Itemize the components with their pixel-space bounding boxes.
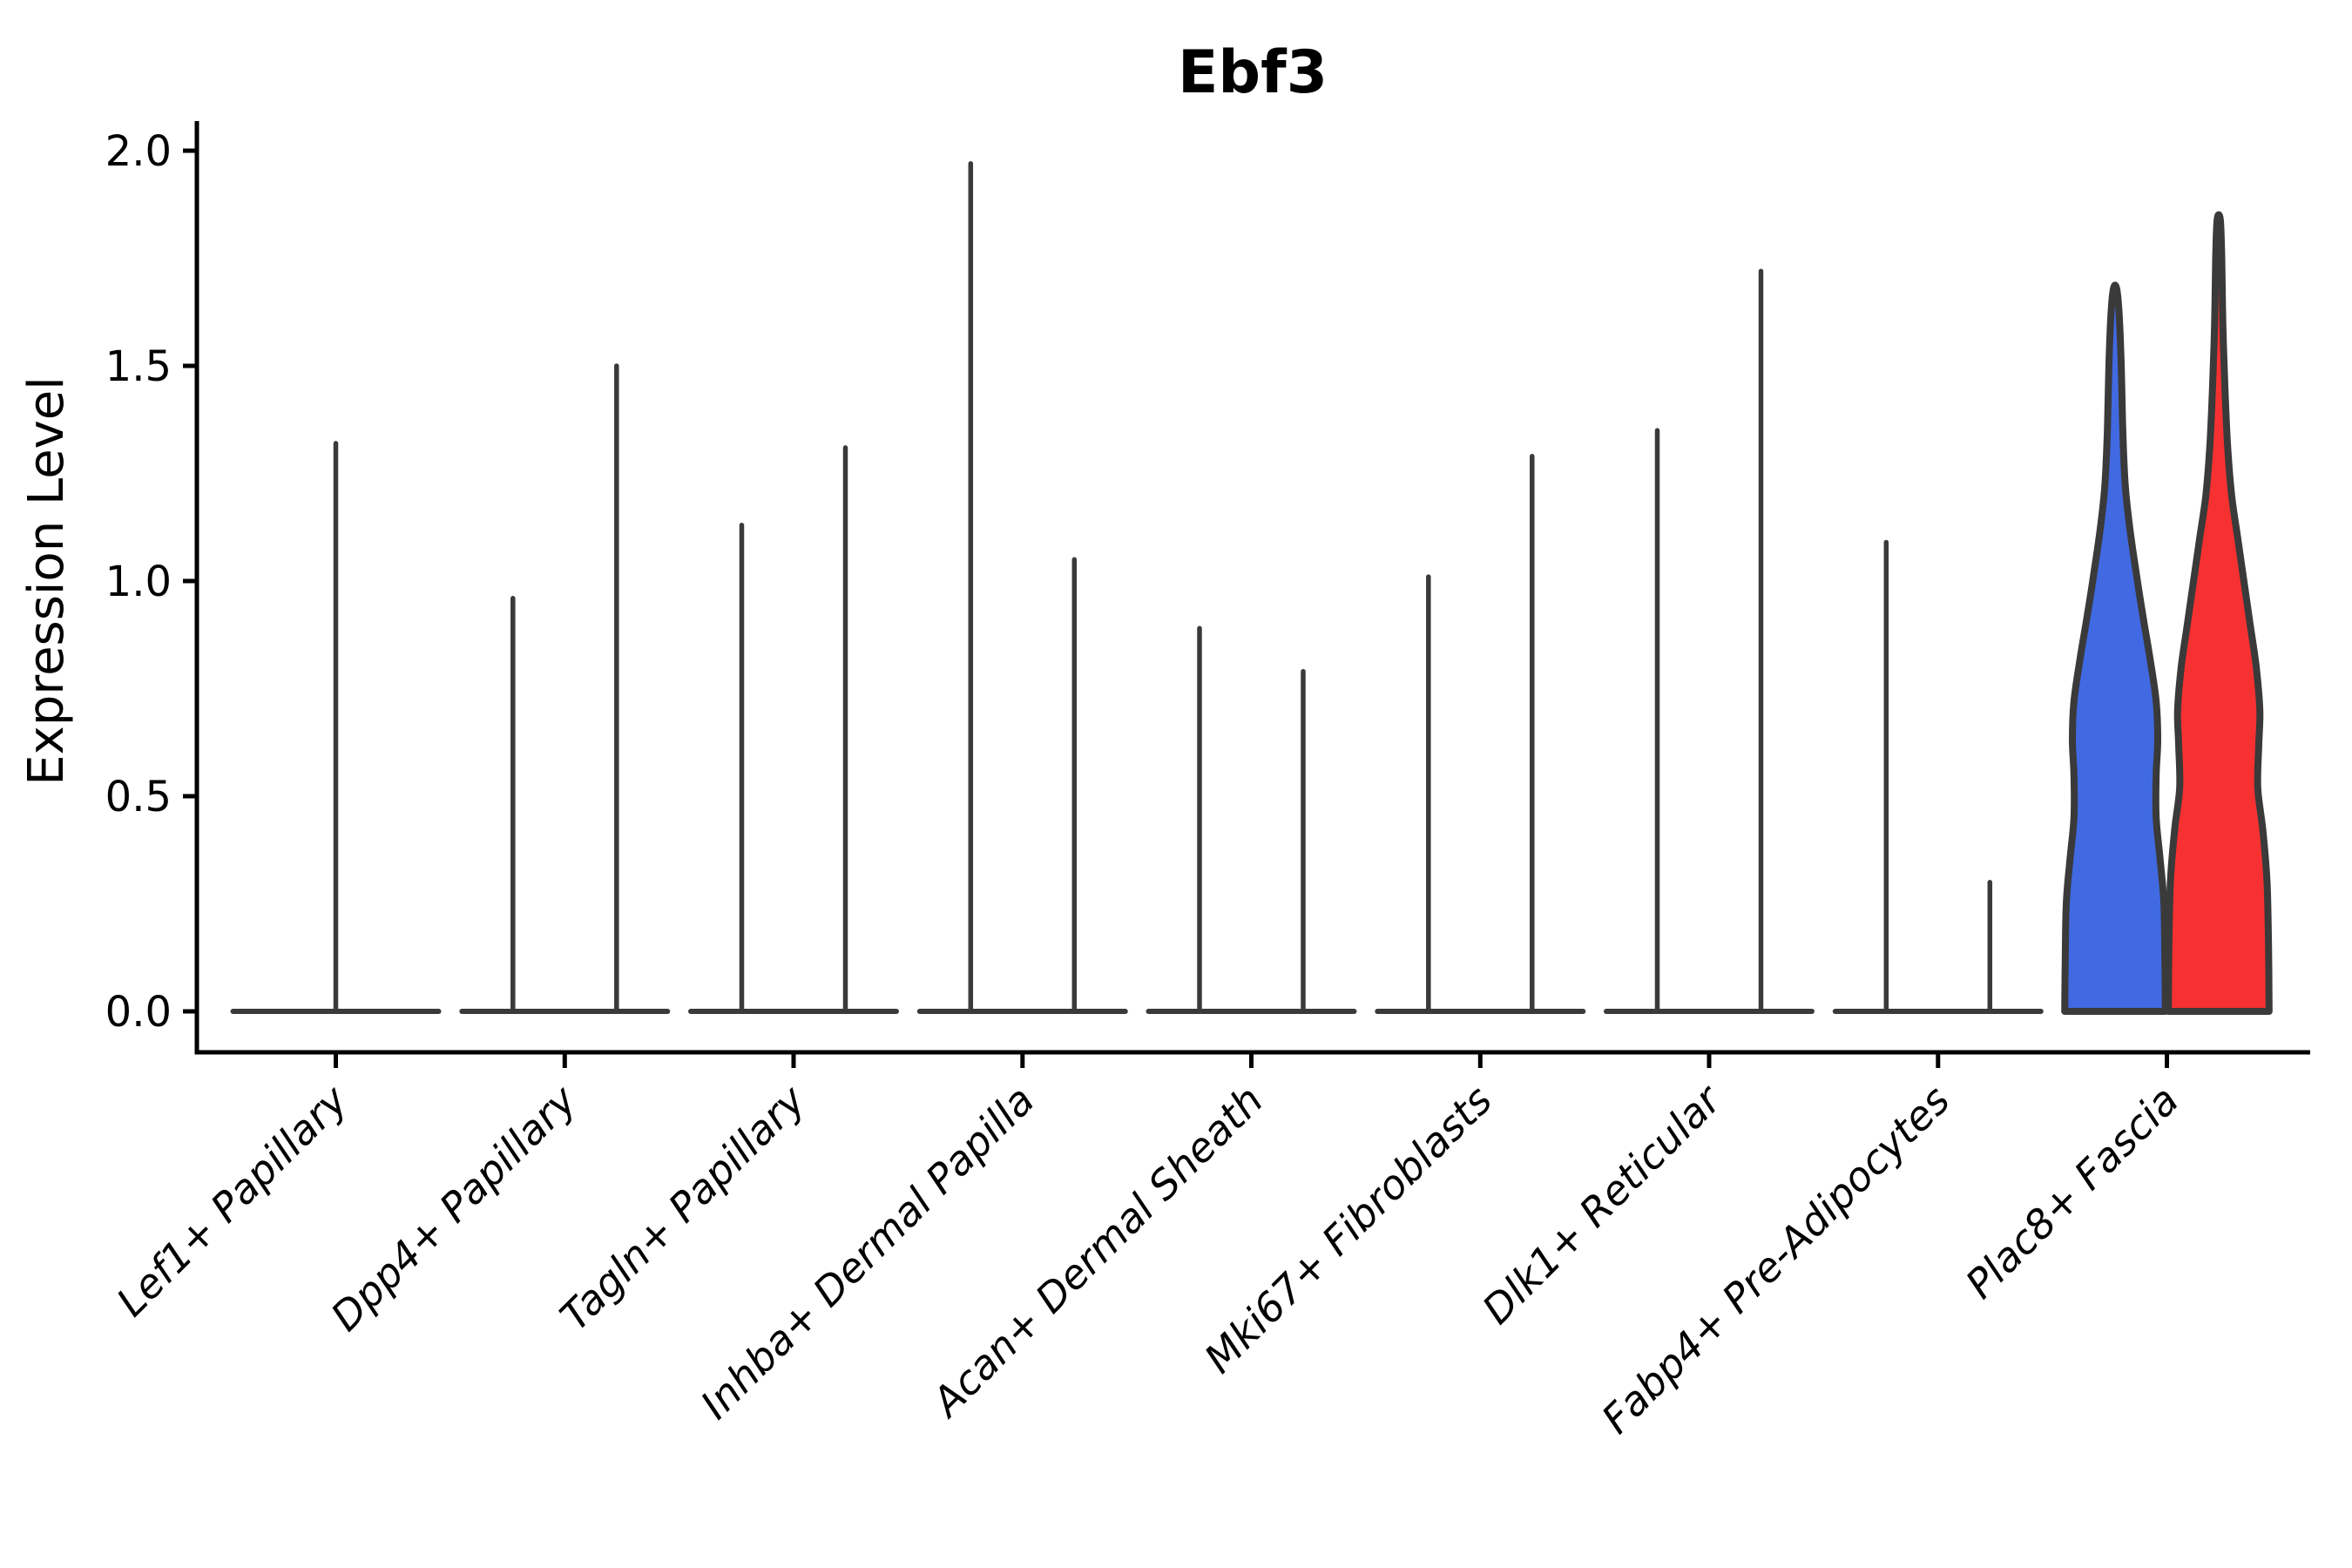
violin-filled-right [2165,211,2273,1015]
y-tick-label: 2.0 [105,127,172,176]
y-tick-label: 1.5 [105,342,172,391]
x-tick-label: Dpp4+ Papillary [321,1076,585,1340]
y-tick-label: 0.5 [105,773,172,821]
x-tick-label: Plac8+ Fascia [1957,1077,2187,1308]
plot-title: Ebf3 [1178,38,1328,107]
axes-layer [183,121,2310,1068]
y-tick-labels-layer: 0.0 0.5 1.0 1.5 2.0 [105,127,172,1037]
violin-filled-left [2061,281,2169,1015]
x-tick-label: Tagln+ Papillary [551,1076,814,1340]
y-tick-label: 0.0 [105,988,172,1037]
x-tick-label: Lef1+ Papillary [107,1076,356,1325]
y-tick-label: 1.0 [105,558,172,606]
violins-layer [230,161,2273,1015]
x-tick-label: Dlk1+ Reticular [1473,1074,1732,1333]
y-axis-label: Expression Level [18,376,75,786]
